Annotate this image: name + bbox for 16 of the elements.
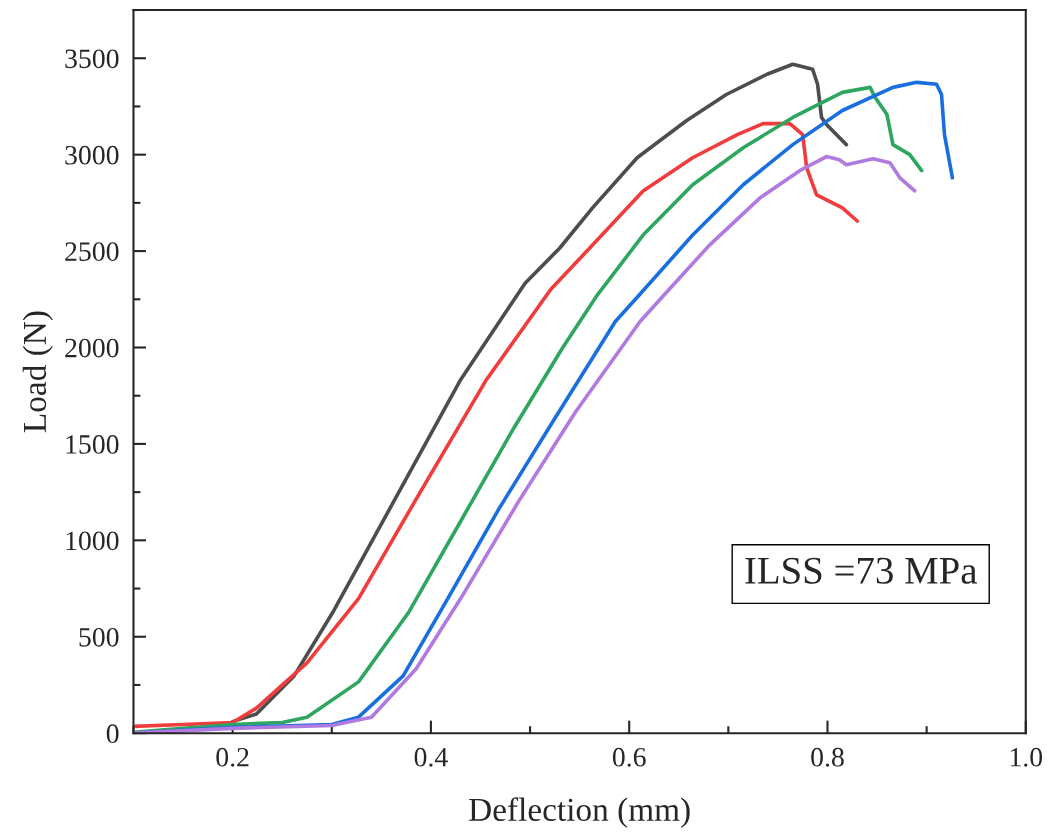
y-tick-label: 1500 xyxy=(66,435,119,454)
x-tick-label: 0.8 xyxy=(811,747,844,767)
y-tick-label: 1000 xyxy=(66,531,119,551)
y-axis-title: Load (N) xyxy=(22,311,53,433)
annotation: ILSS =73 MPa xyxy=(745,557,978,584)
y-tick-label: 2500 xyxy=(65,242,119,261)
y-tick-label: 3500 xyxy=(65,49,119,69)
y-tick-label: 3000 xyxy=(65,145,119,165)
x-tick-label: 0.6 xyxy=(612,747,646,767)
y-tick-label: 500 xyxy=(79,627,119,647)
x-tick-label: 0.2 xyxy=(216,747,249,767)
x-tick-label: 1.0 xyxy=(1010,747,1043,767)
y-tick-label: 2000 xyxy=(65,338,119,358)
y-tick-label: 0 xyxy=(106,724,119,744)
x-tick-label: 0.4 xyxy=(414,747,448,767)
x-axis-title: Deflection (mm) xyxy=(469,797,690,828)
